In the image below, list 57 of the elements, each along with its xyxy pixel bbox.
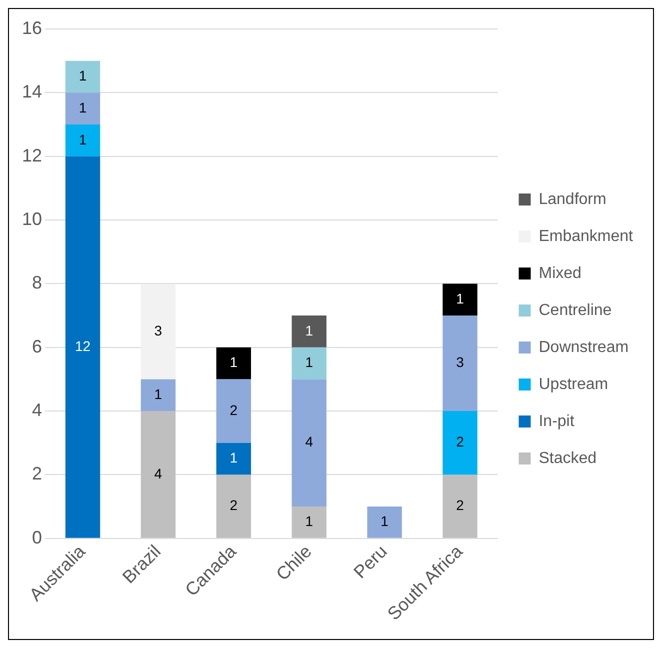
data-label: 1 <box>78 68 87 84</box>
bar <box>442 411 478 475</box>
bar <box>216 379 252 443</box>
y-tick-label: 14 <box>22 82 42 102</box>
y-tick-label: 16 <box>22 18 42 38</box>
y-tick-label: 0 <box>32 527 42 548</box>
bar <box>216 347 252 380</box>
data-label: 3 <box>154 322 162 338</box>
bar <box>65 60 100 93</box>
y-tick-label: 4 <box>32 400 42 420</box>
legend-label: Landform <box>538 190 606 208</box>
bar <box>442 284 478 316</box>
data-label: 1 <box>456 290 464 306</box>
data-label: 1 <box>305 354 314 370</box>
bar <box>292 379 326 507</box>
data-label: 1 <box>78 131 87 148</box>
data-label: 1 <box>230 354 238 370</box>
bar <box>140 284 176 380</box>
bar <box>442 316 478 412</box>
y-tick-label: 10 <box>22 208 42 229</box>
data-label: 1 <box>305 322 314 338</box>
bar <box>292 316 326 348</box>
legend-label: Downstream <box>538 338 629 356</box>
legend-label: Upstream <box>538 376 608 393</box>
data-label: 1 <box>380 513 389 530</box>
y-tick-label: 2 <box>32 464 42 484</box>
y-tick-label: 8 <box>32 272 42 293</box>
data-label: 1 <box>230 450 238 466</box>
legend-label: Centreline <box>538 302 612 319</box>
bar <box>216 474 252 538</box>
data-label: 2 <box>456 497 464 514</box>
bar <box>292 506 326 538</box>
bar <box>442 474 478 538</box>
bar <box>140 411 176 538</box>
bar <box>65 156 100 538</box>
bar <box>216 442 252 475</box>
legend-label: Stacked <box>538 450 597 467</box>
legend-label: In-pit <box>538 412 575 430</box>
data-label: 1 <box>154 386 162 402</box>
data-label: 3 <box>456 354 464 370</box>
bar <box>292 347 326 380</box>
y-tick-label: 12 <box>22 145 42 166</box>
y-tick-label: 6 <box>32 336 42 356</box>
data-label: 1 <box>305 513 314 530</box>
bar <box>65 124 100 156</box>
legend-label: Embankment <box>538 228 634 245</box>
data-label: 12 <box>74 338 91 354</box>
data-label: 1 <box>78 99 87 116</box>
data-label: 2 <box>456 434 464 450</box>
bar <box>367 506 402 538</box>
bar <box>65 92 100 125</box>
bar <box>140 379 176 412</box>
data-label: 4 <box>305 434 314 450</box>
data-label: 4 <box>154 465 162 482</box>
data-label: 2 <box>230 402 238 418</box>
legend-label: Mixed <box>538 264 582 282</box>
data-label: 2 <box>230 497 238 514</box>
